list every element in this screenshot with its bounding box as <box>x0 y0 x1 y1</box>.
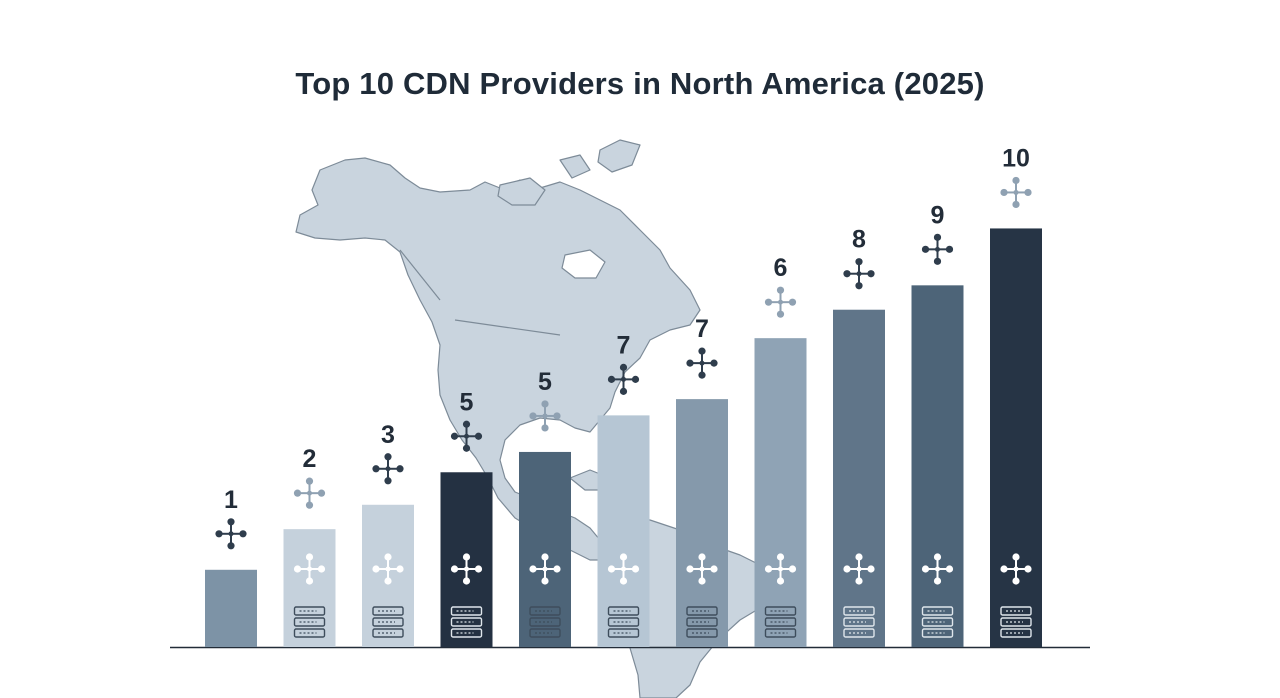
network-icon <box>215 518 247 550</box>
server-icon <box>764 606 797 638</box>
bar-value-label: 8 <box>852 226 866 254</box>
network-icon <box>293 477 326 509</box>
network-icon <box>607 363 640 395</box>
bar-value-label: 6 <box>774 254 788 282</box>
bar-2 <box>283 529 336 647</box>
bar-value-label: 7 <box>617 331 631 359</box>
network-icon <box>372 453 404 485</box>
server-icon <box>529 606 561 638</box>
server-icon <box>843 606 875 638</box>
bar-6 <box>597 415 650 647</box>
network-icon <box>686 553 718 585</box>
bar-value-label: 7 <box>695 315 709 343</box>
network-icon <box>607 553 640 585</box>
network-icon <box>372 553 404 585</box>
bar-8 <box>754 338 807 647</box>
bar-value-label: 2 <box>303 445 317 473</box>
network-icon <box>1000 553 1032 585</box>
network-icon <box>921 233 954 265</box>
network-icon <box>843 553 875 585</box>
server-icon <box>686 606 718 638</box>
bar-7 <box>676 399 728 647</box>
bar-value-label: 1 <box>224 486 238 514</box>
network-icon <box>686 347 718 379</box>
server-icon <box>450 606 483 638</box>
bar-value-label: 5 <box>460 388 474 416</box>
network-icon <box>529 553 561 585</box>
network-icon <box>450 420 483 452</box>
bar-value-label: 10 <box>1002 144 1030 172</box>
server-icon <box>293 606 326 638</box>
bar-10 <box>911 285 964 647</box>
server-icon <box>1000 606 1032 638</box>
network-icon <box>293 553 326 585</box>
bars-group: 1 2 3 5 5 7 7 6 8 9 10 <box>205 144 1042 648</box>
bar-value-label: 9 <box>931 201 945 229</box>
bar-value-label: 5 <box>538 368 552 396</box>
server-icon <box>607 606 640 638</box>
bar-1 <box>205 569 257 647</box>
bar-9 <box>833 309 885 647</box>
network-icon <box>764 553 797 585</box>
bar-value-label: 3 <box>381 421 395 449</box>
chart-title: Top 10 CDN Providers in North America (2… <box>295 66 985 101</box>
network-icon <box>921 553 954 585</box>
server-icon <box>372 606 404 638</box>
network-icon <box>764 286 797 318</box>
network-icon <box>450 553 483 585</box>
network-icon <box>1000 176 1032 209</box>
network-icon <box>529 400 561 432</box>
server-icon <box>921 606 954 638</box>
network-icon <box>843 258 875 290</box>
